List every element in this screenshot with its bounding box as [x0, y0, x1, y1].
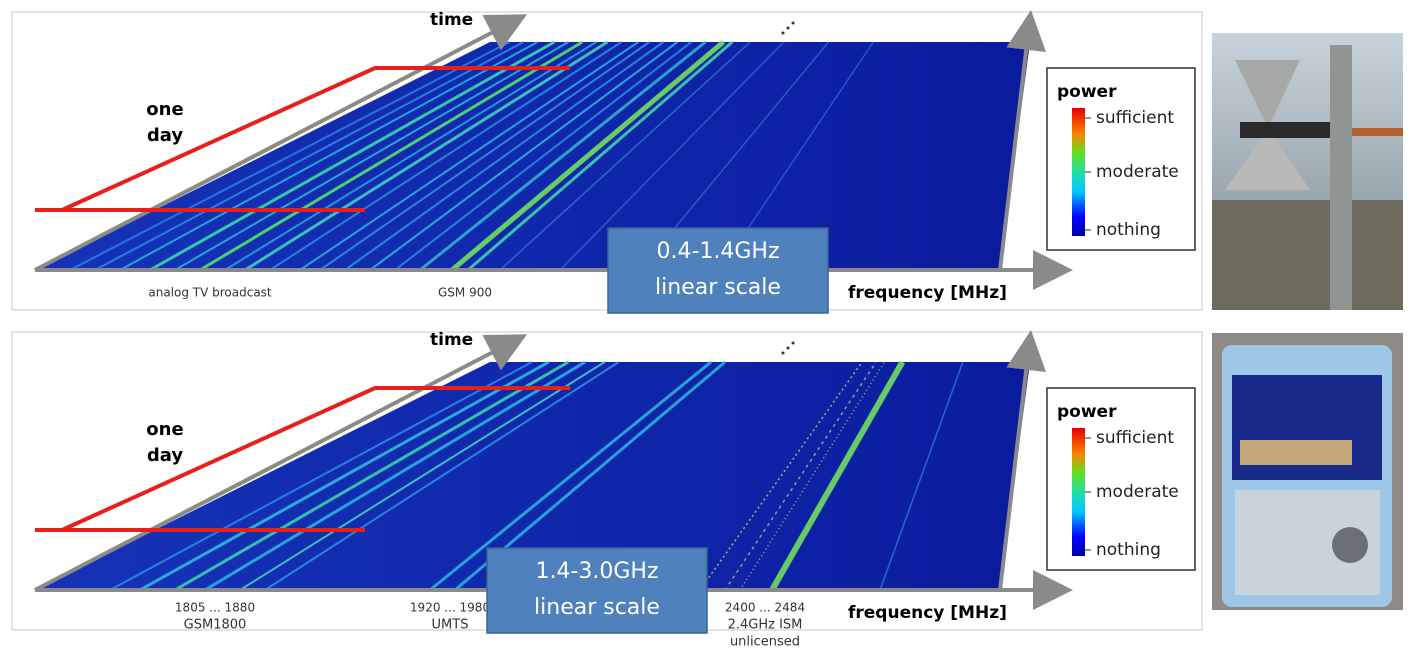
legend-box: [1046, 387, 1196, 571]
panel: time frequency [MHz] one day power sufficient…: [11, 10, 1203, 314]
band-label: 1920 ... 1980: [410, 601, 490, 615]
spectrum-streak: [204, 360, 586, 592]
spectrum-streak: [699, 361, 863, 591]
spectrum-streak: [109, 361, 533, 591]
spectrum-streak: [69, 41, 511, 271]
one-day-label: day: [147, 445, 183, 466]
spectrum-streak: [264, 361, 620, 591]
frequency-label: frequency [MHz]: [848, 603, 1007, 623]
spectrum-streak: [299, 41, 639, 271]
band-label: 2.4GHz ISM: [728, 618, 803, 633]
callout-box: [607, 227, 829, 314]
legend-level: moderate: [1096, 162, 1179, 182]
ellipsis-dot: [791, 341, 795, 345]
band-label: analog TV broadcast: [148, 286, 272, 300]
one-day-label: one: [146, 99, 183, 120]
ellipsis-dot: [791, 21, 795, 25]
one-day-label: one: [146, 419, 183, 440]
spectrum-streak: [429, 360, 712, 592]
edge-axis: [998, 330, 1047, 591]
panel: time frequency [MHz] one day power sufficient…: [11, 330, 1203, 650]
colorbar: [1072, 428, 1085, 556]
callout-text: linear scale: [655, 275, 781, 300]
spectrum-streak: [244, 40, 609, 272]
spectrum-streak: [450, 40, 725, 272]
spectrum-streak: [139, 360, 550, 592]
spectrum-streak: [369, 41, 679, 271]
callout-text: linear scale: [534, 595, 660, 620]
edge-axis: [998, 10, 1047, 271]
spectrum-streak: [344, 41, 665, 271]
spectrum-streak: [499, 41, 751, 271]
time-axis: [34, 14, 528, 272]
ellipsis-dot: [781, 351, 785, 355]
callout-text: 0.4-1.4GHz: [656, 239, 779, 264]
time-label: time: [430, 330, 473, 350]
band-label: 2400 ... 2484: [725, 601, 805, 615]
band-label: 1805 ... 1880: [175, 601, 255, 615]
spectrum-streak: [199, 40, 584, 272]
spectrum-streak: [467, 40, 734, 272]
time-label: time: [430, 10, 473, 30]
ellipsis-dot: [786, 346, 790, 350]
legend-level: sufficient: [1096, 428, 1174, 448]
one-day-label: day: [147, 125, 183, 146]
spectrum-streak: [174, 360, 570, 592]
callout-box: [486, 547, 708, 634]
spectrum-streak: [394, 41, 693, 271]
callout-text: 1.4-3.0GHz: [535, 559, 658, 584]
spectrum-streak: [269, 41, 623, 271]
legend-level: sufficient: [1096, 108, 1174, 128]
legend-title: power: [1057, 402, 1117, 422]
legend-title: power: [1057, 82, 1117, 102]
spectrum-streak: [559, 41, 785, 271]
one-day-marker: [35, 66, 570, 212]
spectrum-streak: [174, 41, 569, 271]
spectrum-streak: [769, 360, 906, 592]
band-label: unlicensed: [730, 635, 800, 650]
antenna-photo: [1212, 33, 1403, 310]
legend-box: [1046, 67, 1196, 251]
band-label: GSM 900: [438, 286, 492, 300]
band-label: UMTS: [432, 618, 469, 633]
frequency-label: frequency [MHz]: [848, 283, 1007, 303]
analyzer-photo: [1212, 333, 1403, 610]
spectrum-streak: [119, 41, 539, 271]
spectrogram-plane: [35, 362, 1030, 590]
colorbar: [1072, 108, 1085, 236]
time-axis: [34, 334, 528, 592]
spectrum-streak: [94, 41, 525, 271]
legend-level: nothing: [1096, 220, 1161, 240]
spectrum-streak: [419, 40, 707, 272]
spectrum-streak: [739, 361, 886, 591]
spectrum-streak: [319, 41, 651, 271]
spectrum-streak: [239, 361, 606, 591]
spectrum-streak: [149, 40, 556, 272]
legend-level: nothing: [1096, 540, 1161, 560]
spectrum-streak: [879, 361, 964, 591]
ellipsis-dot: [781, 31, 785, 35]
band-label: GSM1800: [184, 618, 247, 633]
spectrum-streak: [224, 41, 597, 271]
one-day-marker: [35, 386, 570, 532]
legend-level: moderate: [1096, 482, 1179, 502]
ellipsis-dot: [786, 26, 790, 30]
